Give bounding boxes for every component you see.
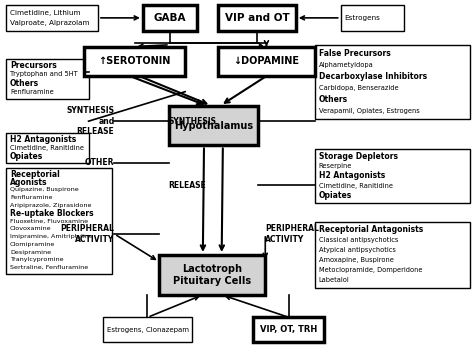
Text: Lactotroph
Pituitary Cells: Lactotroph Pituitary Cells	[173, 264, 251, 286]
Text: Sertraline, Fenfluramine: Sertraline, Fenfluramine	[10, 265, 88, 270]
Text: Others: Others	[10, 78, 39, 88]
Text: Agonists: Agonists	[10, 178, 47, 187]
Text: GABA: GABA	[154, 13, 186, 23]
Text: Valproate, Alprazolam: Valproate, Alprazolam	[10, 20, 90, 26]
Bar	[6, 59, 89, 99]
Text: Fenfluramine: Fenfluramine	[10, 195, 53, 200]
Bar	[169, 106, 258, 146]
Bar	[6, 5, 98, 31]
Text: Aripiprazole, Ziprasidone: Aripiprazole, Ziprasidone	[10, 203, 91, 208]
Text: Carbidopa, Benserazide: Carbidopa, Benserazide	[319, 85, 398, 91]
Bar	[84, 47, 185, 76]
Bar	[315, 222, 470, 288]
Bar	[103, 317, 192, 342]
Text: SYNTHESIS: SYNTHESIS	[169, 117, 217, 126]
Text: H2 Antagonists: H2 Antagonists	[319, 172, 385, 180]
Bar	[6, 133, 89, 163]
Bar	[218, 5, 296, 31]
Text: RELEASE: RELEASE	[169, 181, 206, 190]
Text: Opiates: Opiates	[10, 152, 43, 161]
Text: Verapamil, Opiates, Estrogens: Verapamil, Opiates, Estrogens	[319, 108, 419, 114]
Text: Precursors: Precursors	[10, 61, 57, 70]
Text: False Precursors: False Precursors	[319, 49, 391, 57]
Text: Labetalol: Labetalol	[319, 277, 349, 283]
Text: Clomipramine: Clomipramine	[10, 242, 55, 247]
Text: Cimetidine, Ranitidine: Cimetidine, Ranitidine	[319, 183, 393, 189]
Text: PERIPHERAL
ACTIVITY: PERIPHERAL ACTIVITY	[265, 224, 319, 244]
Bar	[6, 168, 112, 274]
Bar	[218, 47, 315, 76]
Text: Reserpine: Reserpine	[319, 163, 352, 169]
Text: Desipramine: Desipramine	[10, 250, 51, 254]
Text: Tranylcypromine: Tranylcypromine	[10, 257, 64, 262]
Text: Quipazine, Buspirone: Quipazine, Buspirone	[10, 187, 79, 192]
Text: Estrogens, Clonazepam: Estrogens, Clonazepam	[107, 327, 189, 332]
Text: H2 Antagonists: H2 Antagonists	[10, 135, 76, 144]
Text: OTHER: OTHER	[85, 158, 115, 167]
Text: Imipramine, Amitriptyline: Imipramine, Amitriptyline	[10, 234, 93, 239]
Text: Alphametyldopa: Alphametyldopa	[319, 62, 374, 68]
Text: Classical antipsychotics: Classical antipsychotics	[319, 237, 398, 243]
Bar	[143, 5, 197, 31]
Text: Hypothalamus: Hypothalamus	[174, 120, 253, 131]
Text: Cimetidine, Ranitidine: Cimetidine, Ranitidine	[10, 145, 84, 151]
Text: Fluoxetine, Fluvoxamine: Fluoxetine, Fluvoxamine	[10, 218, 88, 224]
Text: Re-uptake Blockers: Re-uptake Blockers	[10, 209, 94, 218]
Bar	[254, 317, 324, 342]
Text: SYNTHESIS
and
RELEASE: SYNTHESIS and RELEASE	[66, 106, 115, 136]
Text: Clovoxamine: Clovoxamine	[10, 226, 52, 231]
Text: Cimetidine, Lithium: Cimetidine, Lithium	[10, 9, 81, 16]
Text: Metoclopramide, Domperidone: Metoclopramide, Domperidone	[319, 267, 422, 273]
Text: ↓DOPAMINE: ↓DOPAMINE	[234, 56, 300, 66]
Text: Fenfluramine: Fenfluramine	[10, 89, 54, 95]
Text: VIP and OT: VIP and OT	[225, 13, 290, 23]
Text: Atypical antipsychotics: Atypical antipsychotics	[319, 247, 396, 253]
Text: Receptorial: Receptorial	[10, 170, 60, 179]
Text: VIP, OT, TRH: VIP, OT, TRH	[260, 325, 318, 334]
Text: ↑SEROTONIN: ↑SEROTONIN	[98, 56, 171, 66]
Text: PERIPHERAL
ACTIVITY: PERIPHERAL ACTIVITY	[61, 224, 115, 244]
Text: Estrogens: Estrogens	[345, 15, 381, 21]
Bar	[315, 149, 470, 203]
Text: Storage Depletors: Storage Depletors	[319, 152, 398, 161]
Text: Tryptophan and 5HT: Tryptophan and 5HT	[10, 71, 78, 77]
Bar	[341, 5, 404, 31]
Text: Receptorial Antagonists: Receptorial Antagonists	[319, 225, 423, 234]
Bar	[159, 255, 265, 295]
Text: Others: Others	[319, 95, 348, 104]
Text: Decarboxylase Inhibitors: Decarboxylase Inhibitors	[319, 72, 427, 81]
Bar	[315, 45, 470, 119]
Text: Amoxapine, Buspirone: Amoxapine, Buspirone	[319, 257, 393, 263]
Text: Opiates: Opiates	[319, 191, 352, 200]
